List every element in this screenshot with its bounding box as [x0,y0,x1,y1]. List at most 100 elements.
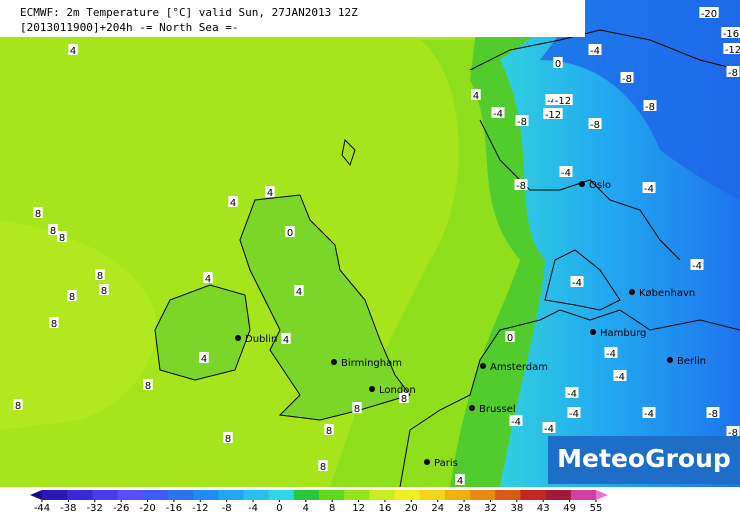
isotherm-label: -4 [567,389,577,400]
isotherm-label-box [643,100,657,111]
isotherm-label: -4 [569,409,579,420]
city-label: Hamburg [600,328,646,339]
colorbar-label: 16 [379,503,392,514]
isotherm-label: -12 [725,45,740,56]
isotherm-label-box [642,407,656,418]
isotherm-label-box [352,402,362,413]
colorbar-label: 8 [329,503,335,514]
isotherm-label: -4 [692,261,702,272]
isotherm-label: 4 [201,354,207,365]
colorbar-segment [218,490,244,500]
city-label: Brussel [479,404,516,415]
colorbar-label: -20 [139,503,155,514]
isotherm-label-box [559,166,573,177]
isotherm-label: 8 [101,286,107,297]
colorbar-label: 24 [431,503,444,514]
colorbar-segment [470,490,496,500]
isotherm-label-box [613,370,627,381]
isotherm-label-box [491,107,505,118]
city-dot [424,459,430,465]
isotherm-label: -8 [708,409,718,420]
isotherm-label-box [726,66,740,77]
isotherm-label-box [545,94,559,105]
isotherm-label: 8 [50,226,56,237]
isotherm-label: -12 [555,96,571,107]
isotherm-label-box [620,72,634,83]
colorbar-label: 20 [405,503,418,514]
isotherm-label-box [143,379,153,390]
isotherm-label: 8 [15,401,21,412]
isotherm-label-box [49,317,59,328]
colorbar-label: 0 [276,503,282,514]
isotherm-label: 8 [51,319,57,330]
colorbar-label: -26 [113,503,129,514]
isotherm-label: -8 [590,120,600,131]
colorbar-segment [167,490,194,500]
city-label: Berlin [677,356,706,367]
isotherm-label-box [604,347,618,358]
isotherm-label-box [570,276,584,287]
isotherm-label-box [642,182,656,193]
isotherm-label: 0 [507,333,513,344]
colorbar-label: 4 [303,503,309,514]
isotherm-label: -4 [572,278,582,289]
colorbar-segment [419,490,446,500]
colorbar-segment [193,490,219,500]
colorbar-segment [369,490,396,500]
isotherm-label: -4 [644,409,654,420]
colorbar-label: 55 [590,503,603,514]
isotherm-label: 0 [555,59,561,70]
colorbar-label: -4 [248,503,258,514]
isotherm-label-box [13,399,23,410]
city-dot [469,405,475,411]
colorbar-label: 49 [563,503,576,514]
isotherm-label-box [285,226,295,237]
isotherm-label: 8 [225,434,231,445]
isotherm-label-box [57,231,67,242]
colorbar-segment [570,490,597,500]
isotherm-label: 4 [473,91,479,102]
isotherm-label-box [567,407,581,418]
isotherm-label-box [33,207,43,218]
isotherm-label-box [318,460,328,471]
colorbar-segment [520,490,547,500]
city-label: London [379,385,416,396]
isotherm-label: 0 [287,228,293,239]
isotherm-label: -8 [517,117,527,128]
isotherm-label: -8 [728,428,738,439]
isotherm-label-box [223,432,233,443]
colorbar-label: 43 [537,503,550,514]
city-dot [480,363,486,369]
city-label: København [639,288,695,299]
isotherm-label: 4 [70,46,76,57]
isotherm-label: 8 [69,292,75,303]
colorbar-segment [319,490,345,500]
colorbar-segment [142,490,169,500]
city-label: Oslo [589,180,611,191]
colorbar-segment [495,490,521,500]
isotherm-label: 4 [267,188,273,199]
isotherm-label-box [95,269,105,280]
isotherm-label: 8 [35,209,41,220]
isotherm-label-box [99,284,109,295]
isotherm-label-box [726,426,740,437]
colorbar-segment [545,490,572,500]
isotherm-label: 4 [283,335,289,346]
isotherm-label-box [542,422,556,433]
isotherm-label: 8 [145,381,151,392]
colorbar: -44 -38 -32 -26 -20 -16 -12 -8 -4 0 4 8 12 16 20 24 28 32… [30,490,608,514]
colorbar-segment [293,490,320,500]
isotherm-label-box [228,196,238,207]
city-label: Amsterdam [490,362,548,373]
isotherm-label-box [48,224,58,235]
isotherm-label-box [706,407,720,418]
isotherm-label-box [324,424,334,435]
colorbar-segment [444,490,471,500]
isotherm-labels: 40-44-4-8-4-12-12-8-8-8-8440888888448448… [13,7,740,487]
colorbar-segment [117,490,144,500]
city-dot [629,289,635,295]
city-label: Paris [434,458,458,469]
colorbar-label: 32 [484,503,497,514]
isotherm-label: 8 [354,404,360,415]
city-label: Birmingham [341,358,402,369]
